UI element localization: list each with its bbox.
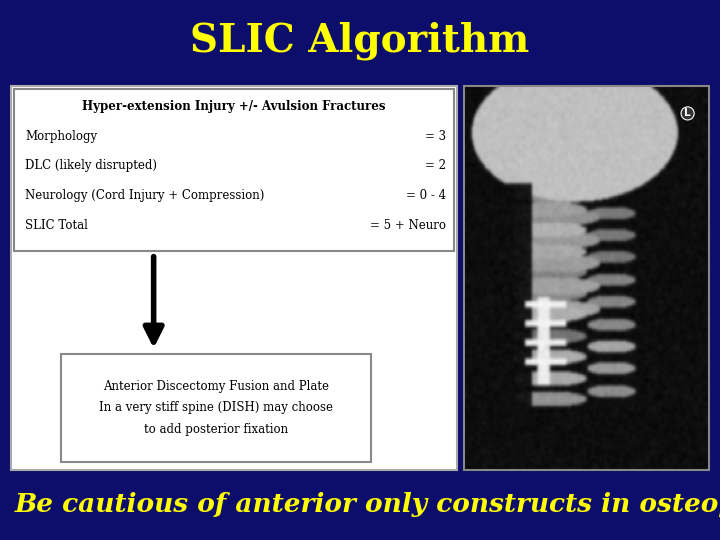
Text: = 0 - 4: = 0 - 4 — [406, 189, 446, 202]
Text: SLIC Total: SLIC Total — [25, 219, 88, 232]
Text: = 3: = 3 — [426, 130, 446, 143]
Text: Be cautious of anterior only constructs in osteoporosis!: Be cautious of anterior only constructs … — [14, 492, 720, 517]
Text: Hyper-extension Injury +/- Avulsion Fractures: Hyper-extension Injury +/- Avulsion Frac… — [82, 100, 386, 113]
Text: to add posterior fixation: to add posterior fixation — [144, 423, 288, 436]
Text: SLIC Algorithm: SLIC Algorithm — [190, 21, 530, 60]
Text: DLC (likely disrupted): DLC (likely disrupted) — [25, 159, 157, 172]
Text: In a very stiff spine (DISH) may choose: In a very stiff spine (DISH) may choose — [99, 401, 333, 414]
FancyBboxPatch shape — [14, 89, 454, 251]
Text: = 5 + Neuro: = 5 + Neuro — [370, 219, 446, 232]
Text: Morphology: Morphology — [25, 130, 97, 143]
Text: Neurology (Cord Injury + Compression): Neurology (Cord Injury + Compression) — [25, 189, 264, 202]
Text: = 2: = 2 — [426, 159, 446, 172]
FancyBboxPatch shape — [11, 86, 457, 470]
FancyBboxPatch shape — [61, 354, 371, 462]
Text: L: L — [684, 109, 691, 118]
Text: Anterior Discectomy Fusion and Plate: Anterior Discectomy Fusion and Plate — [103, 380, 329, 393]
